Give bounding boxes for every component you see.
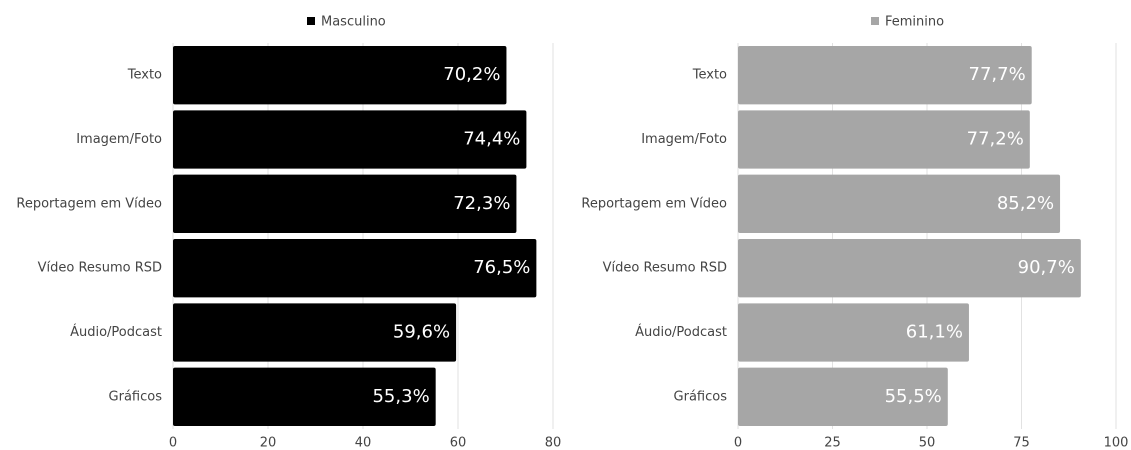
bar xyxy=(173,367,436,426)
value-label: 74,4% xyxy=(463,129,520,150)
value-label: 72,3% xyxy=(453,193,510,214)
y-tick-label: Áudio/Podcast xyxy=(635,324,727,340)
bar xyxy=(738,46,1032,105)
x-tick-label: 50 xyxy=(919,436,936,450)
bar xyxy=(173,239,537,298)
y-tick-label: Áudio/Podcast xyxy=(70,324,162,340)
bar xyxy=(738,239,1081,298)
x-tick-label: 75 xyxy=(1013,436,1030,450)
legend-label: Feminino xyxy=(885,15,944,30)
x-tick-label: 20 xyxy=(260,436,277,450)
legend-swatch xyxy=(307,17,315,25)
y-tick-label: Reportagem em Vídeo xyxy=(581,196,727,211)
x-tick-label: 0 xyxy=(169,436,177,450)
y-tick-label: Gráficos xyxy=(674,389,728,404)
y-tick-label: Gráficos xyxy=(109,389,163,404)
x-tick-label: 40 xyxy=(355,436,372,450)
value-label: 55,3% xyxy=(372,386,429,407)
y-tick-label: Vídeo Resumo RSD xyxy=(38,261,162,276)
value-label: 77,2% xyxy=(967,129,1024,150)
value-label: 55,5% xyxy=(885,386,942,407)
value-label: 85,2% xyxy=(997,193,1054,214)
value-label: 70,2% xyxy=(443,64,500,85)
x-tick-label: 80 xyxy=(545,436,562,450)
y-tick-label: Reportagem em Vídeo xyxy=(16,196,162,211)
x-tick-label: 60 xyxy=(450,436,467,450)
bar xyxy=(738,303,969,362)
legend-swatch xyxy=(871,17,879,25)
bar xyxy=(173,110,527,169)
legend-label: Masculino xyxy=(321,15,386,30)
bar xyxy=(173,46,507,105)
y-tick-label: Imagem/Foto xyxy=(76,132,162,147)
bar xyxy=(173,303,457,362)
y-tick-label: Imagem/Foto xyxy=(641,132,727,147)
value-label: 59,6% xyxy=(393,322,450,343)
value-label: 90,7% xyxy=(1018,257,1075,278)
value-label: 61,1% xyxy=(906,322,963,343)
value-label: 77,7% xyxy=(969,64,1026,85)
value-label: 76,5% xyxy=(473,257,530,278)
bar xyxy=(738,367,948,426)
y-tick-label: Vídeo Resumo RSD xyxy=(603,261,727,276)
bar xyxy=(173,174,517,233)
bar xyxy=(738,174,1061,233)
y-tick-label: Texto xyxy=(127,68,162,83)
x-tick-label: 0 xyxy=(734,436,742,450)
x-tick-label: 100 xyxy=(1104,436,1129,450)
y-tick-label: Texto xyxy=(692,68,727,83)
x-tick-label: 25 xyxy=(824,436,841,450)
bar xyxy=(738,110,1030,169)
